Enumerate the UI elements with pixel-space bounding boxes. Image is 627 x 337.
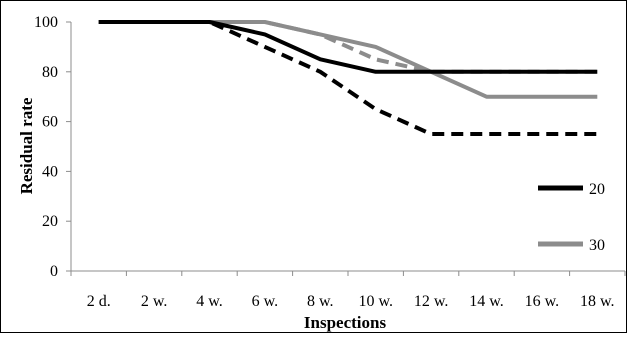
- x-axis-ticks: 2 d. 2 w. 4 w. 6 w. 8 w. 10 w. 12 w. 14 w. 16 w.…: [70, 271, 626, 310]
- y-axis-title: Residual rate: [17, 97, 36, 194]
- series-lines: [98, 20, 598, 137]
- series-line: [98, 20, 598, 99]
- axes: [70, 22, 625, 272]
- x-tick-label: 18 w.: [580, 293, 615, 310]
- y-axis-ticks: 0 20 40 60 80 100: [34, 14, 71, 280]
- x-tick-label: 14 w.: [469, 293, 504, 310]
- y-tick-label: 20: [42, 213, 58, 230]
- legend-label: 30: [589, 237, 605, 254]
- x-tick-label: 6 w.: [252, 293, 279, 310]
- legend-label: 20: [589, 181, 605, 198]
- y-tick-label: 40: [42, 163, 58, 180]
- y-tick-label: 60: [42, 114, 58, 131]
- x-tick-label: 16 w.: [525, 293, 560, 310]
- x-tick-label: 10 w.: [358, 293, 393, 310]
- line-chart: 0 20 40 60 80 100 2 d. 2 w. 4 w. 6 w. 8 w. 10 w. 12…: [17, 14, 626, 332]
- x-tick-label: 2 w.: [141, 293, 168, 310]
- legend-item: 30: [538, 237, 605, 254]
- x-tick-label: 4 w.: [196, 293, 223, 310]
- x-tick-label: 12 w.: [414, 293, 449, 310]
- legend-item: 20: [538, 181, 605, 198]
- x-axis-title: Inspections: [304, 313, 387, 332]
- y-tick-label: 0: [50, 263, 58, 280]
- y-tick-label: 80: [42, 64, 58, 81]
- series-line: [98, 20, 598, 74]
- y-tick-label: 100: [34, 14, 58, 31]
- x-tick-label: 2 d.: [87, 293, 111, 310]
- x-tick-label: 8 w.: [307, 293, 334, 310]
